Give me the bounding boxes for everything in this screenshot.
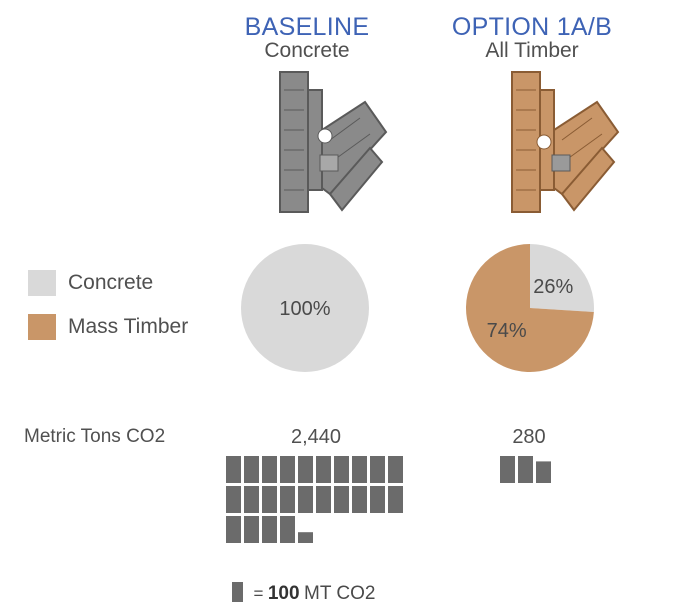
co2-block [334,456,349,483]
co2-block [244,516,259,543]
baseline-co2-total: 2,440 [290,426,342,448]
option-title: OPTION 1A/B [451,13,613,41]
baseline-title: BASELINE [244,13,370,41]
co2-block [262,516,277,543]
option-header: OPTION 1A/B All Timber [437,14,627,62]
co2-block [518,456,533,483]
co2-block [536,461,551,483]
co2-block [500,456,515,483]
co2-block [244,486,259,513]
co2-block [370,456,385,483]
co2-block [280,516,295,543]
co2-row-label: Metric Tons CO2 [24,426,166,447]
co2-block [244,456,259,483]
co2-block [352,456,367,483]
co2-block [226,486,241,513]
co2-block [370,486,385,513]
pie-label-mass-timber: 74% [487,320,527,342]
co2-block [280,456,295,483]
legend-swatch-concrete [28,270,56,296]
co2-block [388,486,403,513]
co2-block [280,486,295,513]
pie-slice-concrete [241,244,369,372]
option-building-plan [511,71,620,213]
baseline-co2-blocks [226,456,403,543]
scale-value: 100 [267,583,300,604]
co2-block [226,456,241,483]
pie-label-concrete: 100% [279,298,330,320]
pie-slice-mass-timber [466,244,594,372]
scale-equals: = [253,584,264,603]
baseline-pie-chart: 100% [241,244,369,372]
option-pie-chart: 26% 74% [466,244,594,372]
co2-block [298,456,313,483]
baseline-subtitle: Concrete [264,39,350,62]
scale-note: = 100 MT CO2 [232,582,375,608]
baseline-header: BASELINE Concrete [212,14,402,62]
co2-block [334,486,349,513]
co2-block [388,456,403,483]
co2-block [298,486,313,513]
co2-block [298,532,313,543]
co2-block [316,456,331,483]
option-subtitle: All Timber [485,39,579,62]
co2-block [352,486,367,513]
legend-label-concrete: Concrete [68,271,154,294]
baseline-building-plan [279,71,388,213]
legend-label-mass-timber: Mass Timber [68,315,189,338]
co2-block [316,486,331,513]
option-co2-blocks [500,456,551,483]
pie-slice-concrete [530,244,594,313]
scale-unit: MT CO2 [304,583,376,604]
pie-label-concrete: 26% [533,276,573,298]
co2-block [262,456,277,483]
legend-swatch-mass-timber [28,314,56,340]
co2-block [262,486,277,513]
option-co2-total: 280 [512,426,546,448]
unit-block-swatch [232,582,243,602]
co2-block [226,516,241,543]
